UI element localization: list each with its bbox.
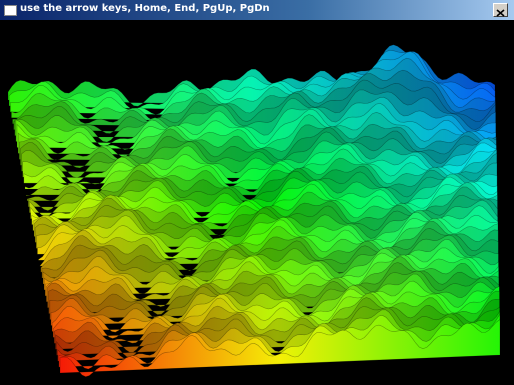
window-title: use the arrow keys, Home, End, PgUp, PgD… — [20, 3, 270, 14]
close-icon — [494, 7, 507, 19]
terrain-view — [0, 20, 514, 385]
title-bar: use the arrow keys, Home, End, PgUp, PgD… — [0, 0, 514, 20]
terrain-surface — [8, 45, 500, 377]
window-icon — [4, 5, 17, 16]
app-window: use the arrow keys, Home, End, PgUp, PgD… — [0, 0, 514, 385]
close-button[interactable] — [493, 3, 508, 17]
